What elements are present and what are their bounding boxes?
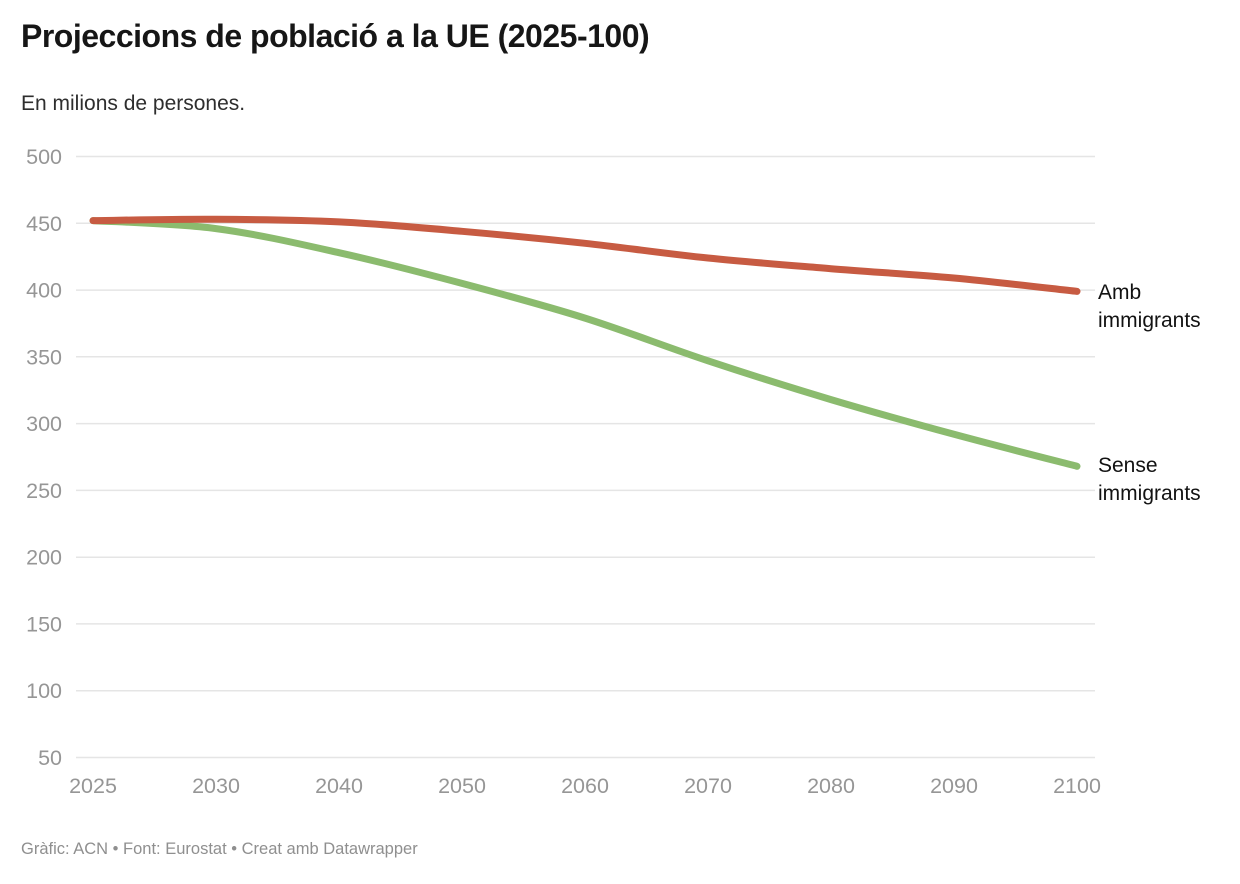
line-amb-immigrants [89,215,1081,295]
line-sense-immigrants [89,217,1081,470]
x-tick-label: 2070 [684,774,732,798]
y-tick-label: 450 [26,212,62,236]
y-tick-label: 350 [26,345,62,369]
x-tick-label: 2080 [807,774,855,798]
y-tick-label: 50 [38,746,62,770]
attribution-footer: Gràfic: ACN • Font: Eurostat • Creat amb… [21,840,418,858]
x-tick-label: 2025 [69,774,117,798]
x-tick-label: 2030 [192,774,240,798]
chart-subtitle: En milions de persones. [21,92,246,115]
y-tick-label: 250 [26,479,62,503]
y-tick-label: 500 [26,145,62,169]
x-tick-label: 2050 [438,774,486,798]
series-label-amb-immigrants: Amb immigrants [1098,281,1201,332]
series-label-sense-immigrants: Sense immigrants [1098,454,1201,505]
chart-title: Projeccions de població a la UE (2025-10… [21,18,650,54]
x-tick-label: 2040 [315,774,363,798]
x-tick-label: 2100 [1053,774,1101,798]
y-tick-label: 100 [26,679,62,703]
y-tick-label: 300 [26,412,62,436]
y-tick-label: 200 [26,546,62,570]
y-tick-label: 150 [26,612,62,636]
x-tick-label: 2060 [561,774,609,798]
y-tick-label: 400 [26,279,62,303]
x-tick-label: 2090 [930,774,978,798]
